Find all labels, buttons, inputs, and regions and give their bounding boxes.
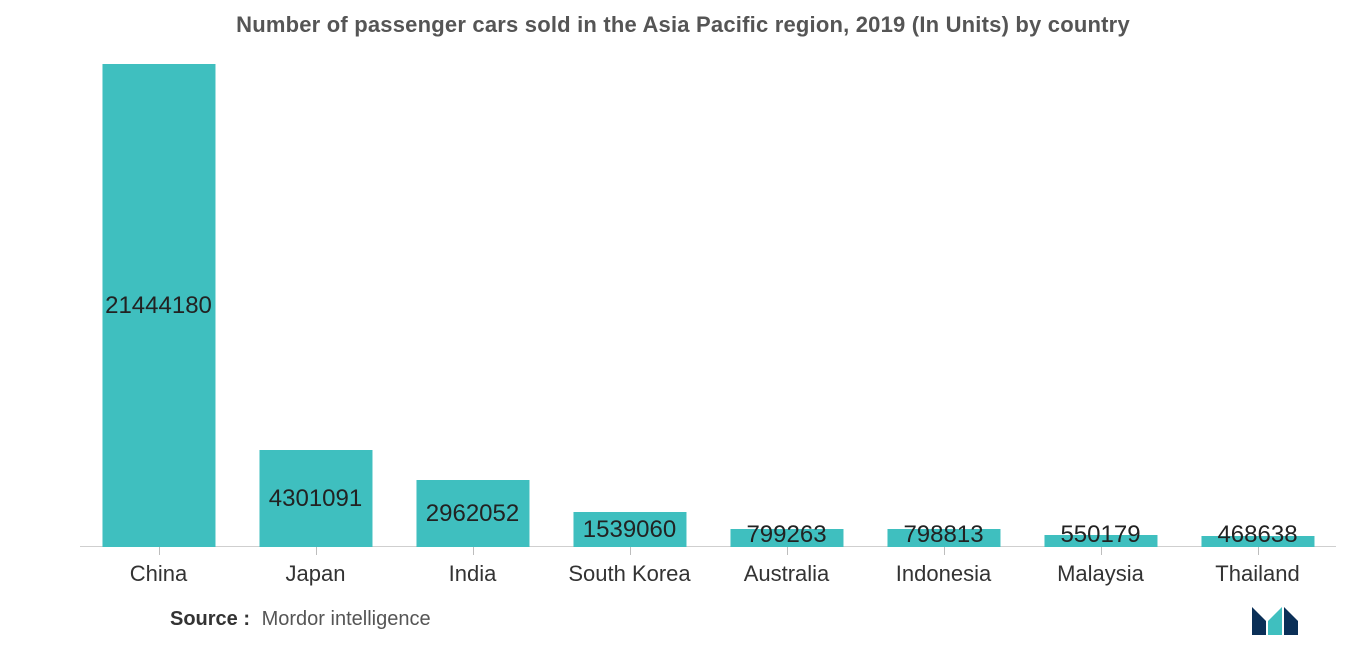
x-axis-tick <box>630 547 631 555</box>
bar-value-label: 798813 <box>903 521 983 549</box>
bar-value-label: 4301091 <box>269 485 362 513</box>
bar-value-label: 2962052 <box>426 500 519 528</box>
bar-slot: 468638Thailand <box>1179 64 1336 547</box>
x-axis-tick <box>316 547 317 555</box>
x-axis-label: China <box>130 561 187 587</box>
bar-value-label: 550179 <box>1060 521 1140 549</box>
x-axis-label: Australia <box>744 561 830 587</box>
bar-slot: 550179Malaysia <box>1022 64 1179 547</box>
x-axis-tick <box>787 547 788 555</box>
chart-title: Number of passenger cars sold in the Asi… <box>0 12 1366 38</box>
bar-slot: 2962052India <box>394 64 551 547</box>
bar-value-label: 1539060 <box>583 516 676 544</box>
bar-slot: 1539060South Korea <box>551 64 708 547</box>
x-axis-tick <box>473 547 474 555</box>
bar-value-label: 799263 <box>746 521 826 549</box>
bar-value-label: 468638 <box>1217 521 1297 549</box>
plot-area: 21444180China4301091Japan2962052India153… <box>80 64 1336 547</box>
bar-slot: 798813Indonesia <box>865 64 1022 547</box>
source-label: Source : <box>170 608 250 630</box>
bar-slot: 799263Australia <box>708 64 865 547</box>
x-axis-tick <box>944 547 945 555</box>
x-axis-tick <box>159 547 160 555</box>
x-axis-label: Indonesia <box>896 561 991 587</box>
x-axis-label: India <box>449 561 497 587</box>
bar-slot: 4301091Japan <box>237 64 394 547</box>
brand-logo-icon <box>1250 603 1310 637</box>
bar-value-label: 21444180 <box>105 292 212 320</box>
x-axis-label: Thailand <box>1215 561 1299 587</box>
source-attribution: Source : Mordor intelligence <box>170 608 431 631</box>
x-axis-label: South Korea <box>568 561 690 587</box>
x-axis-tick <box>1101 547 1102 555</box>
bar-chart: Number of passenger cars sold in the Asi… <box>0 0 1366 655</box>
x-axis-label: Japan <box>286 561 346 587</box>
x-axis-label: Malaysia <box>1057 561 1144 587</box>
bar-slot: 21444180China <box>80 64 237 547</box>
x-axis-tick <box>1258 547 1259 555</box>
source-text: Mordor intelligence <box>262 608 431 630</box>
